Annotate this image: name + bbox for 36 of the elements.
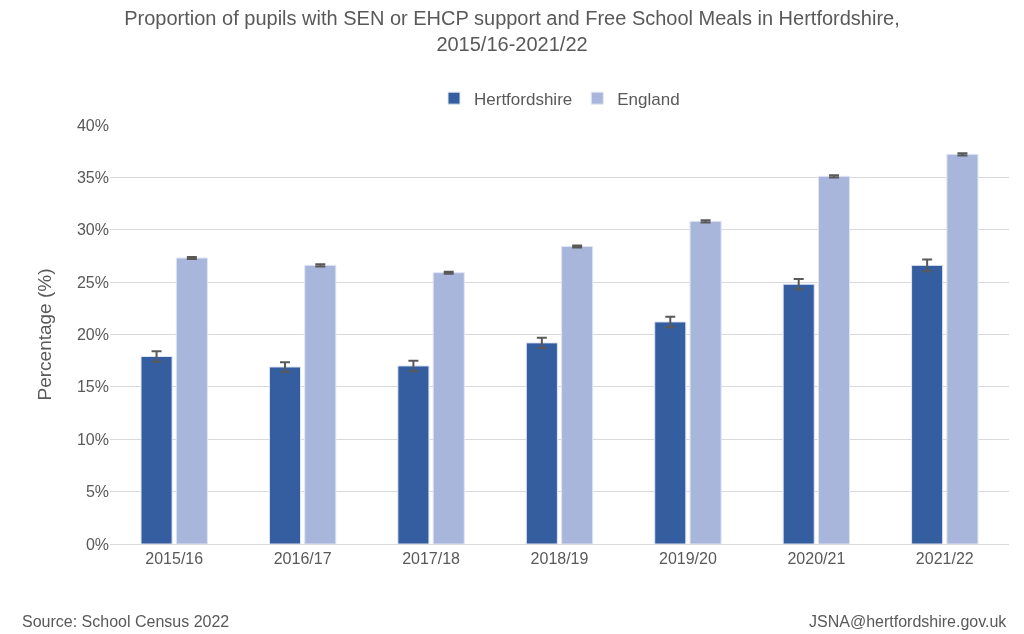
y-tick-label: 35% [76, 168, 109, 186]
bar [561, 246, 594, 544]
y-tick-label: 40% [76, 116, 109, 134]
bar [782, 283, 815, 544]
bar [432, 272, 465, 544]
x-tick-label: 2021/22 [915, 550, 974, 568]
y-tick-label: 0% [85, 535, 109, 553]
y-tick-label: 15% [76, 378, 109, 396]
x-tick-label: 2019/20 [659, 550, 717, 568]
source-note: Source: School Census 2022 [22, 613, 230, 630]
bar [911, 264, 944, 544]
bar [946, 153, 979, 544]
bar [525, 342, 558, 544]
y-tick-label: 10% [76, 430, 109, 448]
chart-title: Proportion of pupils with SEN or EHCP support and Free School Meals in Hertfordshire, 2015/16-2021/22 [124, 7, 900, 56]
x-tick-label: 2018/19 [530, 550, 589, 568]
y-axis-title: Percentage (%) [33, 268, 55, 401]
bar [817, 175, 851, 544]
x-tick-label: 2020/21 [787, 550, 846, 568]
legend-label: Hertfordshire [474, 89, 573, 109]
x-tick-label: 2017/18 [402, 550, 461, 568]
y-tick-label: 5% [85, 483, 109, 501]
legend-label: England [617, 89, 680, 109]
y-tick-label: 30% [76, 221, 109, 239]
y-tick-label: 25% [76, 273, 109, 291]
bar [268, 366, 302, 544]
bar [654, 321, 687, 544]
bar [304, 264, 337, 544]
y-tick-label: 20% [76, 326, 109, 344]
bar [689, 220, 722, 544]
text: JSNA@hertfordshire.gov.uk [809, 613, 1008, 630]
x-tick-label: 2015/16 [145, 550, 204, 568]
bar [175, 257, 208, 544]
bar [397, 365, 430, 544]
bar [140, 356, 173, 544]
x-tick-label: 2016/17 [273, 550, 332, 568]
